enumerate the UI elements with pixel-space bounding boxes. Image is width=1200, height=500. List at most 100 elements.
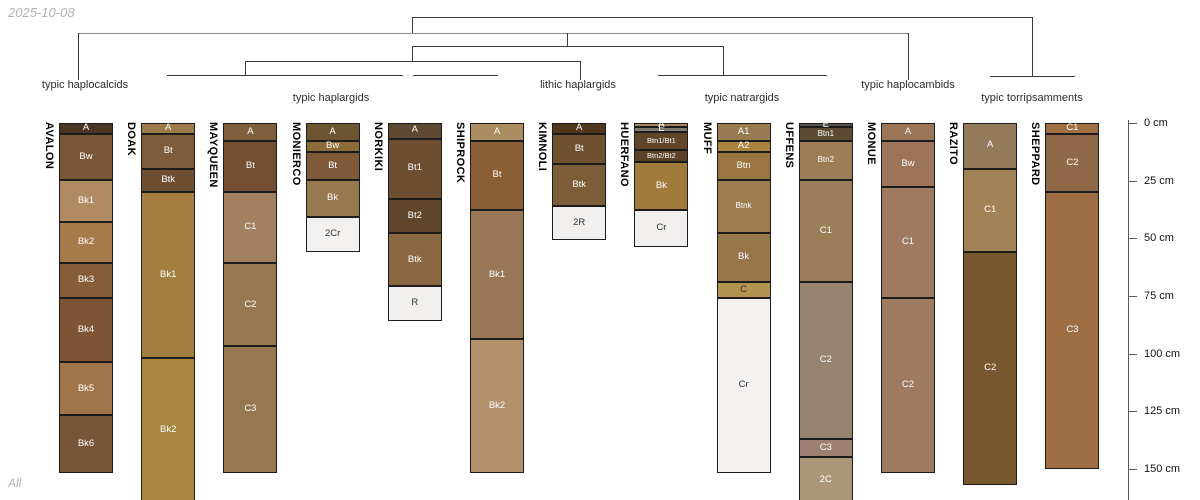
dendrogram-segment bbox=[413, 75, 498, 76]
dendrogram-segment bbox=[78, 33, 79, 80]
depth-tick-label: 100 cm bbox=[1144, 347, 1181, 360]
horizon-a2 bbox=[716, 140, 771, 153]
depth-tick-label: 150 cm bbox=[1144, 463, 1181, 476]
horizon-btn2 bbox=[798, 140, 853, 181]
profile-name-label: MAYQUEEN bbox=[207, 121, 220, 188]
profile-name-label: DOAK bbox=[125, 121, 138, 156]
dendrogram-segment bbox=[567, 33, 568, 47]
horizon-btnk bbox=[716, 180, 771, 234]
horizon-btn1 bbox=[798, 127, 853, 141]
date-label: 2025-10-08 bbox=[8, 5, 75, 20]
profile-name-label: HUERFANO bbox=[618, 121, 631, 187]
depth-tick bbox=[1128, 296, 1137, 298]
horizon-btk bbox=[387, 233, 442, 287]
horizon-bk1 bbox=[141, 191, 196, 358]
horizon-bk1 bbox=[59, 180, 113, 222]
horizon-bk2 bbox=[470, 339, 524, 474]
horizon-r bbox=[387, 286, 442, 321]
horizon-bk2 bbox=[141, 357, 196, 500]
horizon-bt bbox=[305, 152, 360, 181]
dendrogram-segment bbox=[658, 75, 827, 76]
horizon-bk bbox=[634, 161, 689, 211]
depth-tick-label: 50 cm bbox=[1144, 232, 1174, 245]
horizon-bw bbox=[881, 140, 935, 188]
dendrogram-segment bbox=[245, 61, 581, 62]
horizon-c2 bbox=[963, 251, 1018, 485]
horizon-btn2/bt2 bbox=[634, 150, 689, 162]
horizon-2c bbox=[798, 457, 853, 500]
horizon-c1 bbox=[798, 180, 853, 282]
horizon-c1 bbox=[963, 168, 1018, 252]
horizon-a bbox=[387, 122, 442, 139]
depth-tick bbox=[1128, 180, 1137, 182]
horizon-bt bbox=[552, 134, 607, 165]
depth-tick bbox=[1128, 469, 1137, 471]
depth-tick bbox=[1128, 238, 1137, 240]
horizon-e bbox=[798, 122, 853, 128]
horizon-btn1/bt1 bbox=[634, 131, 689, 151]
profile-name-label: UFFENS bbox=[782, 121, 795, 168]
horizon-bt bbox=[223, 140, 278, 192]
horizon-c bbox=[716, 281, 771, 298]
horizon-a bbox=[141, 122, 196, 135]
horizon-a bbox=[470, 122, 524, 141]
dendrogram-segment bbox=[990, 76, 1075, 77]
group-label-typic-torripsamments: typic torripsamments bbox=[981, 92, 1083, 104]
dendrogram-segment bbox=[412, 46, 413, 62]
horizon-c2 bbox=[1045, 134, 1100, 192]
depth-tick-label: 125 cm bbox=[1144, 405, 1181, 418]
horizon-bw bbox=[305, 140, 360, 153]
dendrogram-segment bbox=[412, 17, 1033, 18]
depth-tick bbox=[1128, 123, 1137, 124]
group-set-label: All bbox=[8, 476, 22, 490]
profile-name-label: SHEPPARD bbox=[1029, 121, 1042, 186]
horizon-c1 bbox=[223, 191, 278, 264]
horizon-bk3 bbox=[59, 263, 113, 298]
horizon-c1 bbox=[1045, 122, 1100, 135]
profile-name-label: MONUE bbox=[865, 121, 877, 165]
horizon-c2 bbox=[881, 297, 935, 474]
horizon-bw bbox=[59, 134, 113, 181]
horizon-bk1 bbox=[470, 210, 524, 340]
horizon-bk2 bbox=[59, 221, 113, 264]
horizon-2cr bbox=[305, 217, 360, 252]
horizon-bk5 bbox=[59, 362, 113, 416]
horizon-btk bbox=[552, 164, 607, 206]
group-label-lithic-haplargids: lithic haplargids bbox=[540, 79, 616, 91]
horizon-bt1 bbox=[387, 138, 442, 199]
group-label-typic-natrargids: typic natrargids bbox=[704, 92, 780, 104]
horizon-e bbox=[634, 127, 689, 132]
horizon-btk bbox=[141, 168, 196, 192]
horizon-c2 bbox=[798, 281, 853, 439]
group-label-typic-haplargids: typic haplargids bbox=[292, 92, 370, 104]
depth-axis-line bbox=[1128, 120, 1129, 500]
group-label-typic-haplocambids: typic haplocambids bbox=[861, 79, 955, 91]
profile-name-label: RAZITO bbox=[947, 121, 960, 165]
horizon-cr bbox=[634, 210, 689, 248]
dendrogram-segment bbox=[412, 46, 724, 47]
horizon-bt bbox=[470, 140, 524, 211]
horizon-a bbox=[223, 122, 278, 141]
horizon-c1 bbox=[881, 187, 935, 298]
horizon-bk6 bbox=[59, 415, 113, 474]
profile-name-label: KIMNOLI bbox=[536, 121, 549, 171]
horizon-bt bbox=[141, 134, 196, 169]
depth-tick bbox=[1128, 411, 1137, 413]
horizon-bk4 bbox=[59, 297, 113, 363]
group-label-typic-haplocalcids: typic haplocalcids bbox=[41, 79, 129, 91]
profile-name-label: SHIPROCK bbox=[454, 121, 466, 183]
dendrogram-segment bbox=[167, 75, 403, 76]
horizon-a bbox=[59, 122, 113, 135]
horizon-c3 bbox=[798, 438, 853, 457]
depth-tick-label: 75 cm bbox=[1144, 290, 1174, 303]
horizon-btn bbox=[716, 152, 771, 181]
horizon-a bbox=[634, 122, 689, 128]
dendrogram-segment bbox=[78, 33, 909, 34]
profile-name-label: MONIERCO bbox=[289, 121, 302, 186]
horizon-a bbox=[552, 122, 607, 135]
horizon-a1 bbox=[716, 122, 771, 141]
dendrogram-segment bbox=[908, 33, 909, 80]
horizon-a bbox=[305, 122, 360, 141]
dendrogram-segment bbox=[580, 61, 581, 80]
depth-tick-label: 0 cm bbox=[1144, 117, 1168, 129]
